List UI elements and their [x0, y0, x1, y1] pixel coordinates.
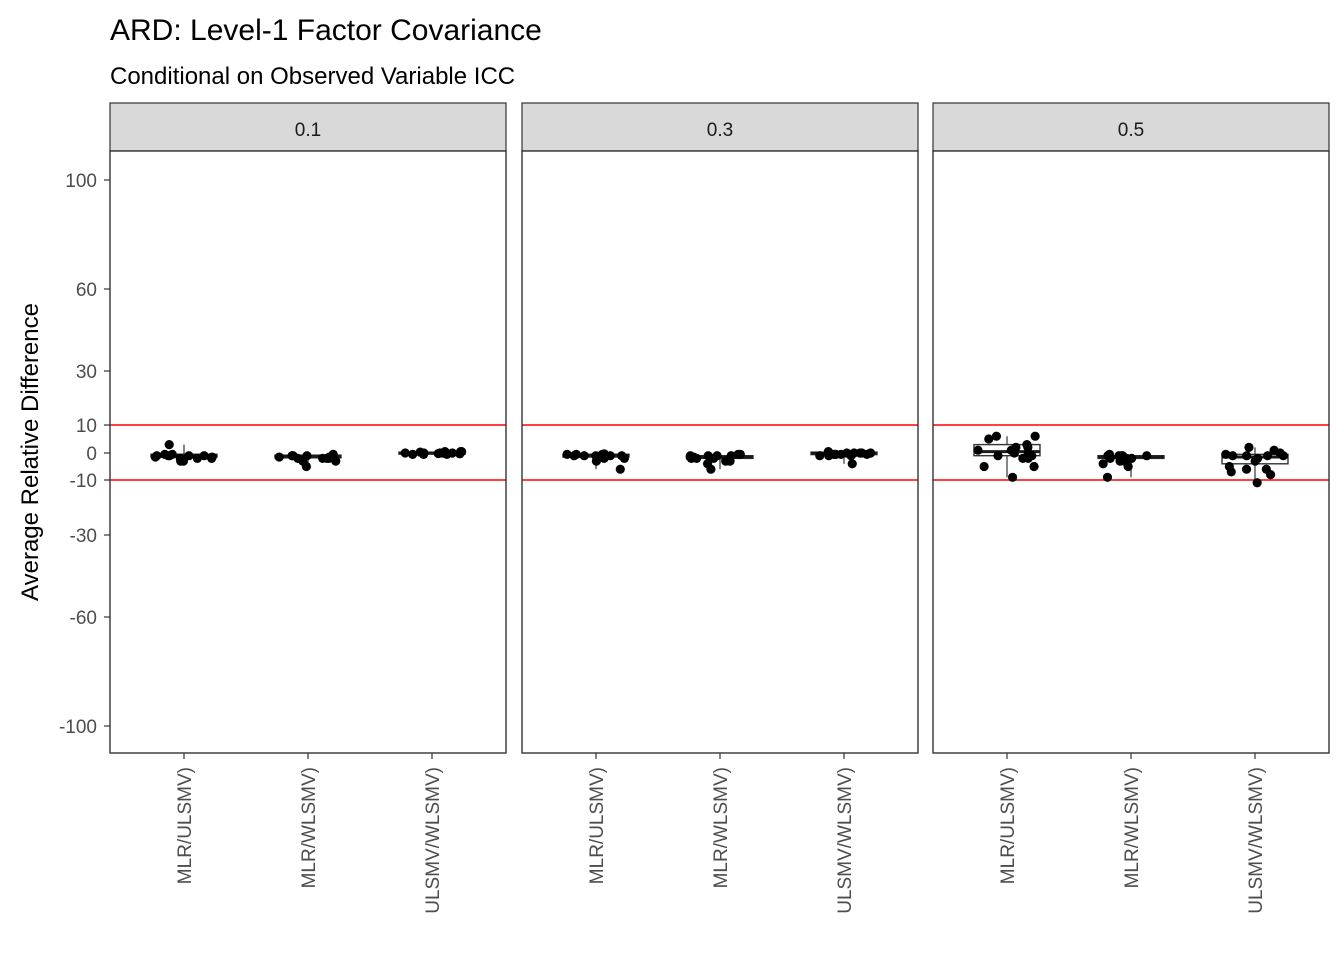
data-point — [562, 449, 572, 459]
data-point — [1018, 453, 1028, 463]
data-point — [1228, 451, 1238, 461]
data-point — [1241, 464, 1252, 474]
data-point — [176, 456, 186, 466]
y-tick-label: 100 — [65, 171, 97, 192]
data-point — [164, 440, 174, 450]
data-point — [400, 448, 410, 458]
data-point — [1221, 449, 1231, 459]
y-tick-label: -100 — [59, 717, 97, 738]
data-point — [619, 453, 629, 463]
facet-strip — [932, 102, 1330, 152]
data-point — [433, 448, 443, 459]
data-point — [1250, 456, 1260, 466]
x-tick-label: MLR/ULSMV) — [175, 767, 196, 884]
facet-panel: 0.1 MLR/ULSMV) MLR/WLSMV) ULSMV/WLSMV) — [109, 102, 507, 914]
data-point — [979, 461, 989, 472]
chart-subtitle: Conditional on Observed Variable ICC — [110, 63, 515, 90]
data-point — [1244, 442, 1254, 452]
data-point — [993, 451, 1003, 461]
panel-border — [932, 150, 1330, 754]
y-axis-title: Average Relative Difference — [17, 303, 44, 601]
data-point — [457, 447, 467, 457]
data-point — [1098, 459, 1108, 469]
facet-strip-label: 0.1 — [295, 120, 321, 141]
data-point — [328, 449, 338, 459]
data-point — [692, 453, 702, 463]
x-tick-label: ULSMV/WLSMV) — [423, 767, 444, 914]
data-point — [847, 459, 857, 469]
data-point — [1252, 478, 1262, 488]
y-tick-label: -60 — [70, 608, 97, 629]
y-tick-label: 30 — [76, 362, 97, 383]
x-tick-label: ULSMV/WLSMV) — [1246, 767, 1267, 914]
facet-strip — [109, 102, 507, 152]
data-point — [615, 464, 625, 474]
y-tick-label: 0 — [86, 444, 97, 465]
y-tick-label: -30 — [70, 526, 97, 547]
y-tick-label: 60 — [76, 280, 97, 301]
data-point — [579, 451, 589, 461]
data-point — [1242, 451, 1252, 461]
data-point — [1263, 451, 1273, 461]
data-point — [973, 445, 983, 455]
data-point — [167, 449, 177, 459]
data-point — [735, 449, 745, 459]
data-point — [1142, 451, 1152, 461]
data-point — [152, 451, 162, 461]
data-point — [703, 451, 713, 461]
y-tick-label: 10 — [76, 416, 97, 437]
data-point — [569, 451, 579, 461]
data-point — [1022, 440, 1032, 450]
data-point — [599, 449, 609, 459]
data-point — [415, 447, 425, 457]
data-point — [846, 451, 856, 461]
data-point — [1104, 449, 1115, 459]
data-point — [288, 451, 298, 461]
data-point — [836, 449, 846, 459]
data-point — [824, 451, 834, 461]
data-point — [199, 451, 209, 461]
data-point — [984, 434, 994, 444]
x-tick-label: ULSMV/WLSMV) — [835, 767, 856, 914]
data-point — [862, 449, 872, 459]
y-tick-label: -10 — [70, 471, 97, 492]
data-point — [1006, 445, 1016, 455]
data-point — [1029, 461, 1039, 472]
facet-panel: 0.5 MLR/ULSMV) MLR/WLSMV) ULSMV/WLSMV) — [932, 102, 1330, 914]
data-point — [815, 451, 825, 461]
x-tick-label: MLR/ULSMV) — [587, 767, 608, 884]
panel-border — [109, 150, 507, 754]
data-point — [184, 451, 194, 461]
data-point — [1030, 431, 1040, 441]
data-point — [1278, 451, 1288, 461]
data-point — [721, 456, 731, 466]
data-point — [301, 461, 311, 472]
data-point — [1226, 467, 1236, 477]
data-point — [447, 448, 457, 458]
x-tick-label: MLR/WLSMV) — [299, 767, 320, 888]
x-tick-label: MLR/ULSMV) — [998, 767, 1019, 884]
data-point — [991, 431, 1002, 441]
data-point — [274, 452, 284, 462]
x-tick-label: MLR/WLSMV) — [711, 767, 732, 888]
data-point — [702, 459, 713, 469]
facet-strip-label: 0.5 — [1118, 120, 1144, 141]
data-point — [1102, 472, 1113, 482]
panel-border — [521, 150, 919, 754]
data-point — [1269, 445, 1279, 455]
data-point — [207, 452, 217, 462]
data-point — [712, 451, 722, 461]
x-tick-label: MLR/WLSMV) — [1122, 767, 1143, 888]
data-point — [1121, 453, 1131, 463]
facet-strip — [521, 102, 919, 152]
facet-panel: 0.3 MLR/ULSMV) MLR/WLSMV) ULSMV/WLSMV) — [521, 102, 919, 914]
data-point — [408, 449, 418, 459]
data-point — [1007, 472, 1018, 482]
data-point — [302, 451, 312, 461]
facet-strip-label: 0.3 — [707, 120, 733, 141]
data-point — [1265, 470, 1276, 480]
chart-title: ARD: Level-1 Factor Covariance — [110, 14, 542, 47]
